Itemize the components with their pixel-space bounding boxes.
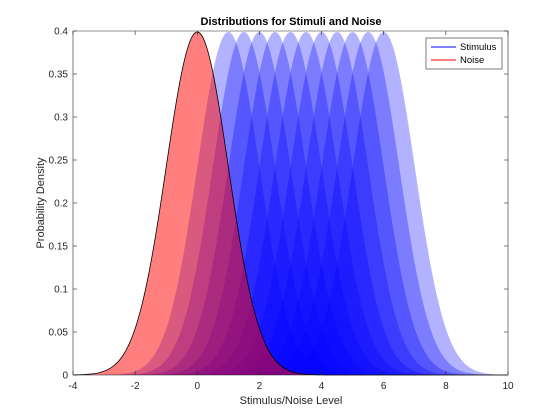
y-tick-label: 0.4 [54, 27, 68, 38]
x-axis-label: Stimulus/Noise Level [240, 395, 343, 407]
density-areas [72, 31, 508, 376]
stimulus-area-3 [73, 32, 508, 376]
legend: Stimulus Noise [425, 37, 503, 70]
y-axis-ticks: 0 0.05 0.1 0.15 0.2 0.25 0.3 0.35 0.4 [49, 27, 508, 382]
x-tick-label: 8 [443, 381, 449, 392]
legend-box [425, 37, 503, 70]
stimulus-area-5 [73, 32, 508, 376]
stimulus-area-8 [73, 31, 508, 376]
y-tick-label: 0 [62, 371, 68, 382]
y-tick-label: 0.2 [54, 199, 68, 210]
stimulus-area-9 [73, 31, 508, 375]
x-tick-label: 2 [257, 381, 263, 392]
x-tick-label: -4 [69, 381, 78, 392]
legend-noise-label: Noise [460, 55, 484, 66]
x-axis-ticks: -4 -2 0 2 4 6 8 10 [69, 31, 514, 392]
y-axis-label: Probability Density [35, 157, 47, 249]
x-tick-label: 10 [502, 381, 514, 392]
y-tick-label: 0.35 [49, 70, 69, 81]
x-tick-label: 0 [195, 381, 201, 392]
stimulus-area-4 [73, 31, 508, 375]
x-tick-label: 4 [319, 381, 325, 392]
y-tick-label: 0.05 [49, 328, 69, 339]
stimulus-area-7 [73, 31, 508, 376]
stimulus-area-1 [73, 31, 508, 376]
y-tick-label: 0.25 [49, 156, 69, 167]
stimulus-area-6 [73, 31, 508, 375]
x-tick-label: -2 [131, 381, 140, 392]
stimulus-area-2 [73, 31, 508, 375]
chart-title: Distributions for Stimuli and Noise [201, 16, 382, 28]
y-tick-label: 0.15 [49, 242, 69, 253]
legend-stimulus-label: Stimulus [460, 42, 497, 53]
x-tick-label: 6 [381, 381, 387, 392]
stimulus-area-10 [73, 32, 508, 376]
noise-area-0 [73, 32, 508, 376]
y-tick-label: 0.3 [54, 113, 68, 124]
y-tick-label: 0.1 [54, 285, 68, 296]
